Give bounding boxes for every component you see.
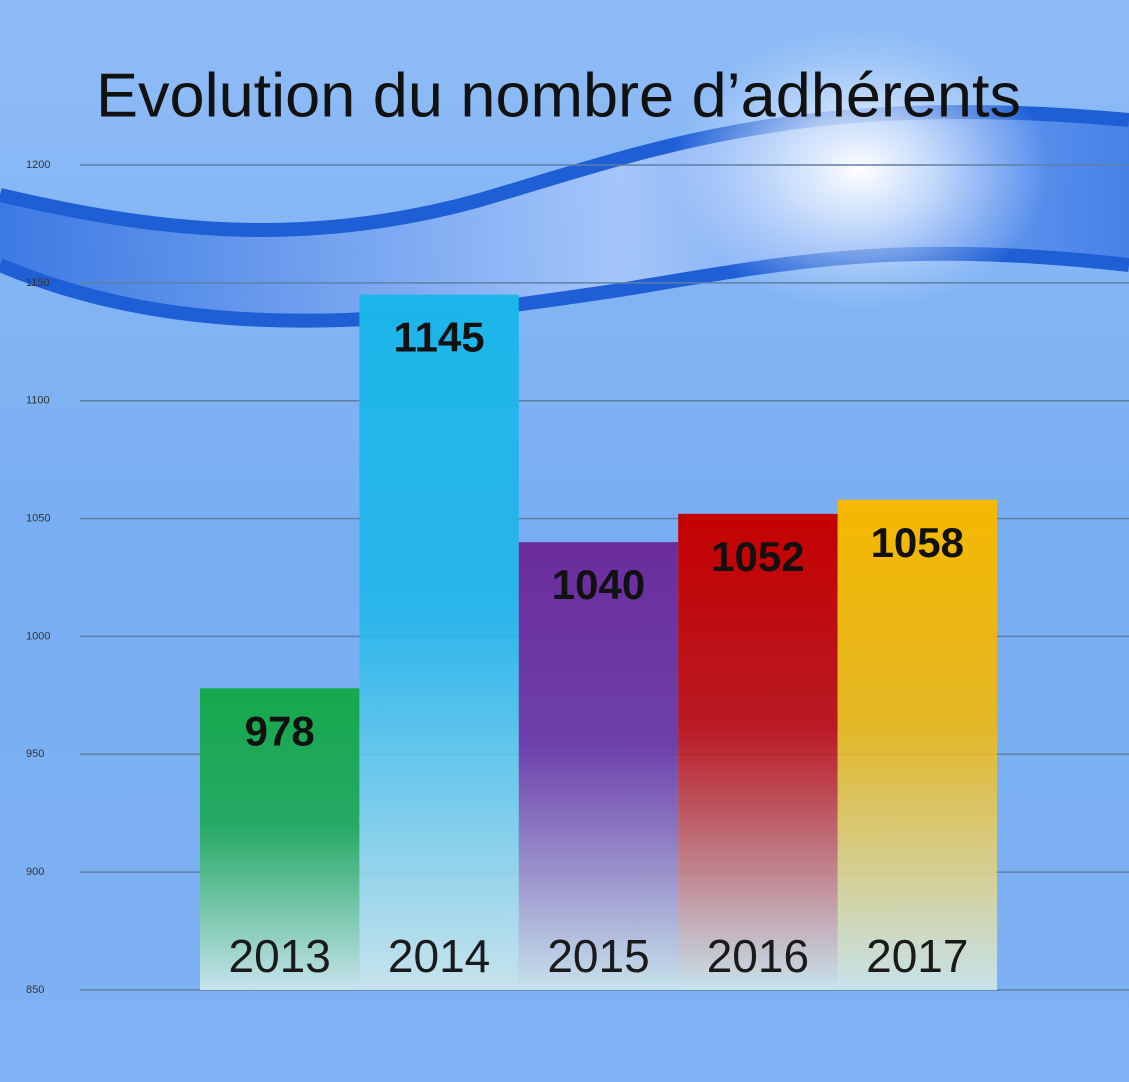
x-tick-label: 2016 bbox=[707, 930, 809, 982]
y-tick-label: 1000 bbox=[26, 630, 50, 642]
x-tick-label: 2017 bbox=[866, 930, 968, 982]
y-tick-label: 950 bbox=[26, 748, 44, 760]
y-tick-label: 850 bbox=[26, 984, 44, 996]
chart: 850 900 950 1000 1050 1100 1150 1200 978 2013 1145… bbox=[0, 0, 1129, 1082]
x-tick-label: 2015 bbox=[547, 930, 649, 982]
x-tick-label: 2013 bbox=[229, 930, 331, 982]
value-label: 1040 bbox=[552, 561, 645, 608]
y-tick-label: 1050 bbox=[26, 512, 50, 524]
value-label: 1052 bbox=[711, 533, 804, 580]
bar bbox=[838, 500, 997, 990]
value-label: 1058 bbox=[871, 519, 964, 566]
bar bbox=[519, 542, 678, 990]
x-tick-label: 2014 bbox=[388, 930, 490, 982]
value-label: 978 bbox=[245, 707, 315, 754]
bar bbox=[359, 295, 518, 990]
y-tick-label: 900 bbox=[26, 866, 44, 878]
y-tick-label: 1100 bbox=[26, 395, 50, 407]
value-label: 1145 bbox=[394, 314, 485, 361]
y-tick-label: 1150 bbox=[26, 277, 50, 289]
bar bbox=[678, 514, 837, 990]
chart-title: Evolution du nombre d’adhérents bbox=[96, 61, 1021, 130]
y-tick-label: 1200 bbox=[26, 159, 50, 171]
